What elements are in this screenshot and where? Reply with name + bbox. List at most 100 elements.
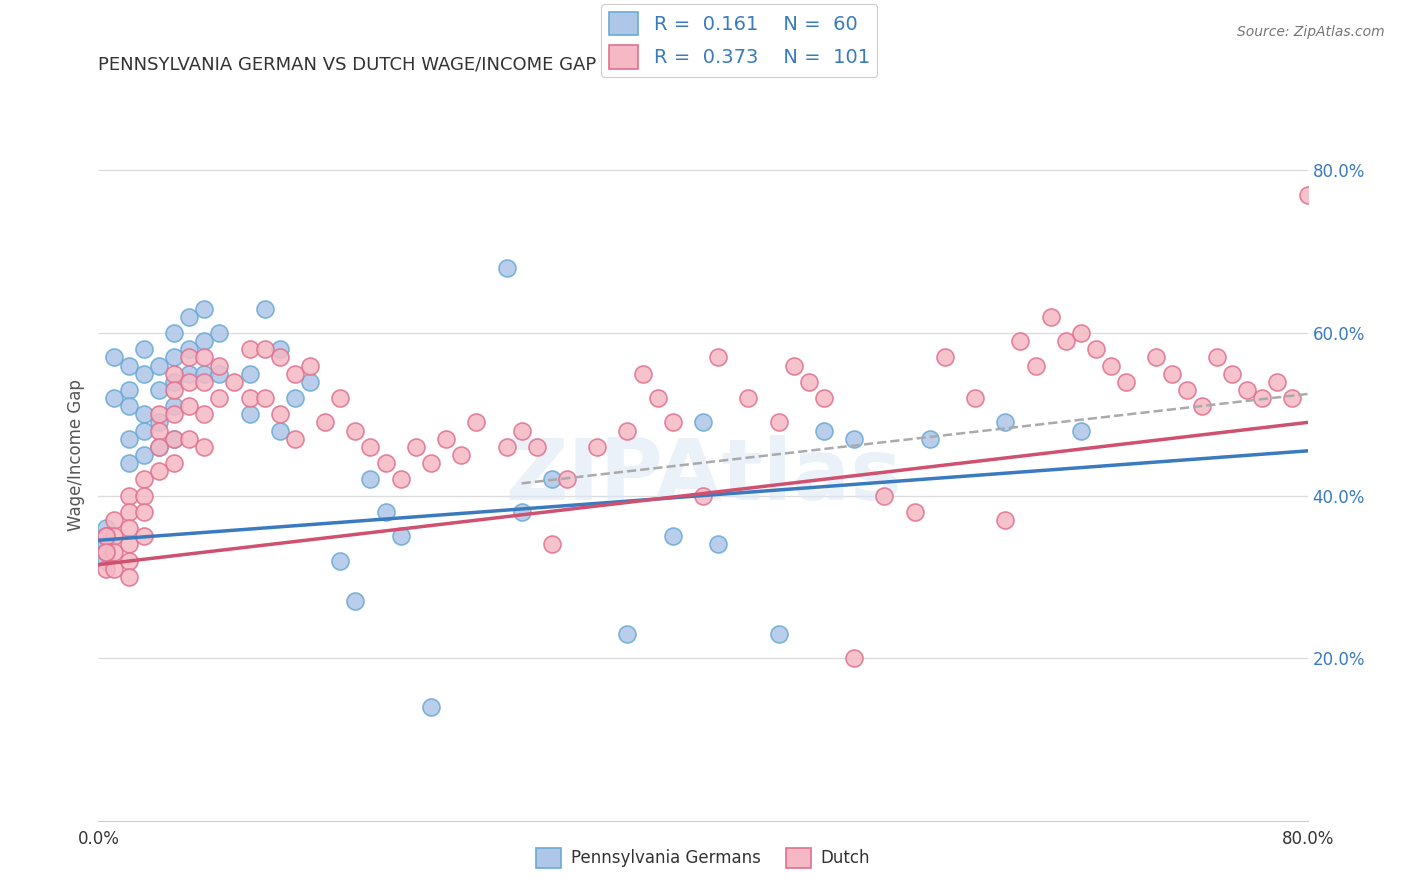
Point xyxy=(768,626,790,640)
Point xyxy=(631,367,654,381)
Point xyxy=(239,367,262,381)
Point xyxy=(193,440,215,454)
Point xyxy=(1220,367,1243,381)
Point xyxy=(163,375,186,389)
Point xyxy=(918,432,941,446)
Point xyxy=(118,359,141,373)
Point xyxy=(510,424,533,438)
Point xyxy=(94,529,117,543)
Point xyxy=(118,383,141,397)
Point xyxy=(163,326,186,340)
Point xyxy=(1251,391,1274,405)
Point xyxy=(737,391,759,405)
Point xyxy=(163,456,186,470)
Point xyxy=(193,407,215,421)
Point xyxy=(103,562,125,576)
Point xyxy=(1160,367,1182,381)
Point xyxy=(540,537,562,551)
Point xyxy=(1070,326,1092,340)
Point xyxy=(103,351,125,365)
Point xyxy=(94,545,117,559)
Point xyxy=(420,699,443,714)
Point xyxy=(253,301,276,316)
Point xyxy=(118,432,141,446)
Point xyxy=(118,505,141,519)
Point xyxy=(329,391,352,405)
Point xyxy=(103,391,125,405)
Point xyxy=(94,562,117,576)
Point xyxy=(405,440,427,454)
Point xyxy=(1144,351,1167,365)
Point xyxy=(193,351,215,365)
Point xyxy=(813,391,835,405)
Point xyxy=(94,545,117,559)
Point xyxy=(94,537,117,551)
Point xyxy=(1010,334,1032,348)
Point xyxy=(994,513,1017,527)
Point xyxy=(1024,359,1046,373)
Point xyxy=(360,472,382,486)
Point xyxy=(163,383,186,397)
Point xyxy=(269,343,291,357)
Point xyxy=(934,351,956,365)
Point xyxy=(179,432,201,446)
Point xyxy=(540,472,562,486)
Point xyxy=(253,343,276,357)
Point xyxy=(1206,351,1229,365)
Point xyxy=(1281,391,1303,405)
Point xyxy=(269,351,291,365)
Point xyxy=(1070,424,1092,438)
Point xyxy=(329,553,352,567)
Point xyxy=(208,391,231,405)
Point xyxy=(118,399,141,413)
Point xyxy=(118,553,141,567)
Point xyxy=(148,359,170,373)
Point xyxy=(269,407,291,421)
Point xyxy=(239,407,262,421)
Point xyxy=(193,367,215,381)
Point xyxy=(1054,334,1077,348)
Point xyxy=(434,432,457,446)
Point xyxy=(360,440,382,454)
Point xyxy=(465,416,488,430)
Point xyxy=(284,432,307,446)
Point xyxy=(783,359,806,373)
Point xyxy=(797,375,820,389)
Point xyxy=(163,367,186,381)
Point xyxy=(148,440,170,454)
Point xyxy=(1296,187,1319,202)
Point xyxy=(299,375,322,389)
Point xyxy=(132,472,155,486)
Point xyxy=(148,440,170,454)
Point xyxy=(904,505,927,519)
Point xyxy=(616,424,638,438)
Point xyxy=(1099,359,1122,373)
Point xyxy=(179,310,201,324)
Point xyxy=(495,440,517,454)
Point xyxy=(94,529,117,543)
Point xyxy=(616,626,638,640)
Point xyxy=(389,472,412,486)
Point xyxy=(193,301,215,316)
Point xyxy=(526,440,548,454)
Point xyxy=(1175,383,1198,397)
Point xyxy=(179,343,201,357)
Point xyxy=(1039,310,1062,324)
Point xyxy=(555,472,578,486)
Point xyxy=(94,553,117,567)
Point xyxy=(148,407,170,421)
Point xyxy=(132,529,155,543)
Point xyxy=(420,456,443,470)
Point xyxy=(692,416,714,430)
Point xyxy=(118,521,141,535)
Point xyxy=(239,391,262,405)
Point xyxy=(661,529,683,543)
Text: Source: ZipAtlas.com: Source: ZipAtlas.com xyxy=(1237,25,1385,39)
Point xyxy=(132,367,155,381)
Point xyxy=(1236,383,1258,397)
Point xyxy=(163,407,186,421)
Y-axis label: Wage/Income Gap: Wage/Income Gap xyxy=(66,379,84,531)
Point xyxy=(450,448,472,462)
Point xyxy=(94,529,117,543)
Point xyxy=(132,424,155,438)
